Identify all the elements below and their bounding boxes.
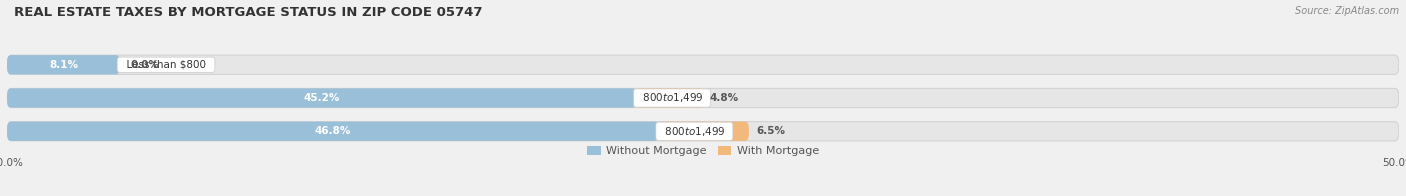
Legend: Without Mortgage, With Mortgage: Without Mortgage, With Mortgage [582,141,824,161]
FancyBboxPatch shape [7,122,1399,141]
Text: $800 to $1,499: $800 to $1,499 [636,92,709,104]
Text: Source: ZipAtlas.com: Source: ZipAtlas.com [1295,6,1399,16]
Text: REAL ESTATE TAXES BY MORTGAGE STATUS IN ZIP CODE 05747: REAL ESTATE TAXES BY MORTGAGE STATUS IN … [14,6,482,19]
Text: Less than $800: Less than $800 [120,60,212,70]
FancyBboxPatch shape [7,88,1399,108]
FancyBboxPatch shape [7,88,636,108]
Text: 6.5%: 6.5% [756,126,785,136]
FancyBboxPatch shape [658,122,749,141]
FancyBboxPatch shape [7,55,120,74]
Text: 4.8%: 4.8% [710,93,740,103]
Text: $800 to $1,499: $800 to $1,499 [658,125,730,138]
Text: 8.1%: 8.1% [49,60,77,70]
FancyBboxPatch shape [7,55,1399,74]
FancyBboxPatch shape [7,122,658,141]
FancyBboxPatch shape [636,88,703,108]
Text: 45.2%: 45.2% [304,93,340,103]
Text: 46.8%: 46.8% [315,126,352,136]
Text: 0.0%: 0.0% [131,60,160,70]
